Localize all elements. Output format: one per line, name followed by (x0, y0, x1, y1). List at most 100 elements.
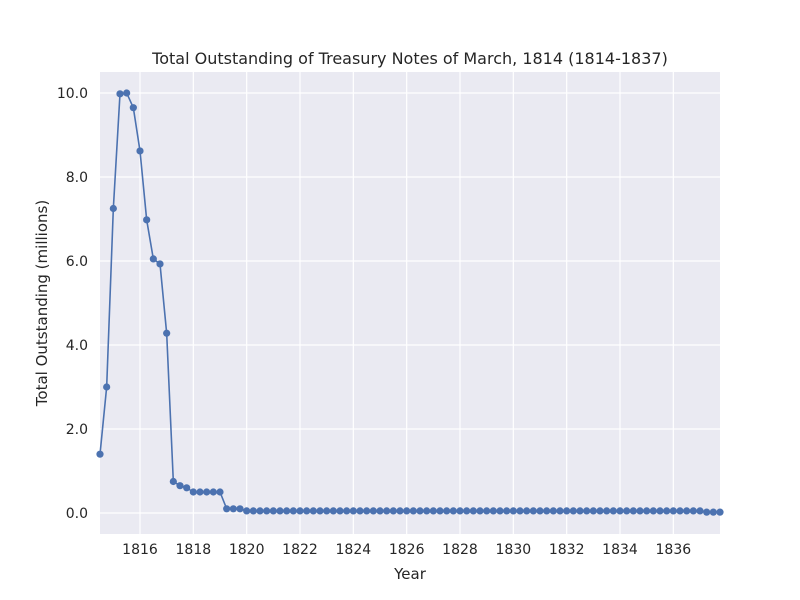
data-point (129, 104, 137, 112)
data-point (96, 450, 104, 458)
data-point (236, 505, 244, 513)
y-tick-label: 0.0 (66, 506, 88, 522)
data-point (283, 507, 291, 515)
data-point (243, 507, 251, 515)
data-point (176, 482, 184, 490)
data-point (489, 507, 497, 515)
plot-area (96, 89, 724, 516)
data-point (696, 507, 704, 515)
data-point (103, 383, 111, 391)
data-point (203, 488, 211, 496)
data-point (349, 507, 357, 515)
x-tick-label: 1816 (122, 542, 158, 558)
data-point (676, 507, 684, 515)
data-point (623, 507, 631, 515)
data-point (383, 507, 391, 515)
data-point (516, 507, 524, 515)
data-point (416, 507, 424, 515)
data-point (469, 507, 477, 515)
data-point (209, 488, 217, 496)
x-axis-label: Year (393, 565, 427, 583)
x-tick-label: 1836 (656, 542, 692, 558)
y-tick-label: 2.0 (66, 422, 88, 438)
data-point (616, 507, 624, 515)
data-point (683, 507, 691, 515)
data-point (249, 507, 257, 515)
data-point (256, 507, 264, 515)
data-point (496, 507, 504, 515)
y-tick-label: 6.0 (66, 254, 88, 270)
y-tick-labels: 0.0 2.0 4.0 6.0 8.0 10.0 (57, 86, 88, 522)
data-point (189, 488, 197, 496)
x-gridlines (139, 72, 674, 534)
data-point (316, 507, 324, 515)
data-point (343, 507, 351, 515)
data-point (269, 507, 277, 515)
data-point (376, 507, 384, 515)
data-point (503, 507, 511, 515)
data-point (529, 507, 537, 515)
x-tick-label: 1826 (389, 542, 425, 558)
data-point (656, 507, 664, 515)
data-point (183, 484, 191, 492)
data-point (423, 507, 431, 515)
data-point (116, 90, 124, 98)
chart-title: Total Outstanding of Treasury Notes of M… (151, 49, 668, 68)
data-point (649, 507, 657, 515)
data-point (289, 507, 297, 515)
data-point (523, 507, 531, 515)
data-point (449, 507, 457, 515)
data-point (369, 507, 377, 515)
data-point (303, 507, 311, 515)
x-tick-label: 1834 (602, 542, 638, 558)
data-point (569, 507, 577, 515)
data-point (576, 507, 584, 515)
data-point (709, 508, 717, 516)
data-point (263, 507, 271, 515)
data-point (356, 507, 364, 515)
data-point (223, 505, 231, 513)
y-tick-label: 4.0 (66, 338, 88, 354)
y-gridlines (100, 92, 720, 514)
data-point (436, 507, 444, 515)
data-point (556, 507, 564, 515)
x-tick-label: 1822 (282, 542, 318, 558)
data-point (476, 507, 484, 515)
x-tick-label: 1820 (229, 542, 265, 558)
data-point (163, 329, 171, 337)
data-point (603, 507, 611, 515)
data-point (323, 507, 331, 515)
data-point (149, 255, 157, 263)
y-tick-label: 10.0 (57, 86, 88, 102)
data-point (396, 507, 404, 515)
x-tick-label: 1828 (442, 542, 478, 558)
data-point (456, 507, 464, 515)
data-point (703, 508, 711, 516)
data-point (463, 507, 471, 515)
y-tick-label: 8.0 (66, 170, 88, 186)
data-point (643, 507, 651, 515)
data-point (609, 507, 617, 515)
data-point (596, 507, 604, 515)
data-point (589, 507, 597, 515)
data-point (216, 488, 224, 496)
data-point (309, 507, 317, 515)
data-point (143, 216, 151, 224)
data-point (543, 507, 551, 515)
x-tick-label: 1830 (496, 542, 532, 558)
data-point (403, 507, 411, 515)
data-point (636, 507, 644, 515)
data-point (443, 507, 451, 515)
data-point (409, 507, 417, 515)
data-point (109, 204, 117, 213)
data-point (123, 89, 131, 97)
data-point (483, 507, 491, 515)
data-point (509, 507, 517, 515)
data-point (536, 507, 544, 515)
plot-background (100, 72, 720, 534)
data-point (329, 507, 337, 515)
data-point (296, 507, 304, 515)
data-point (663, 507, 671, 515)
y-axis-label: Total Outstanding (millions) (33, 200, 51, 407)
